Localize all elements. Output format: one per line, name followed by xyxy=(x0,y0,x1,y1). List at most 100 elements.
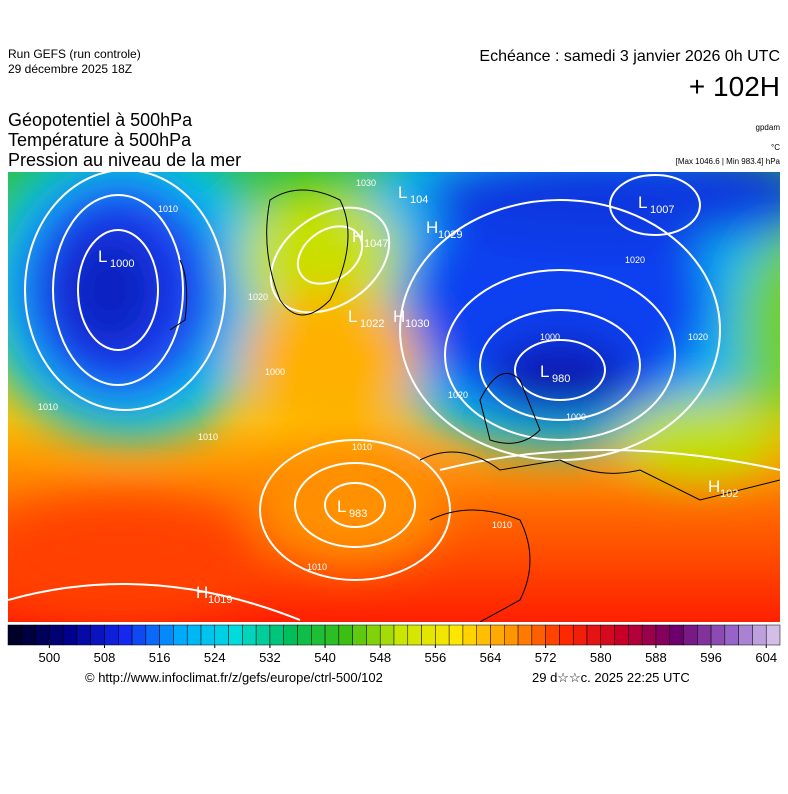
colorbar-cell xyxy=(669,624,684,646)
colorbar-label: 524 xyxy=(204,650,226,665)
colorbar-cell xyxy=(76,624,91,646)
isobar-label: 1010 xyxy=(198,432,218,442)
colorbar-cell xyxy=(255,624,271,646)
center-value: 983 xyxy=(349,508,367,520)
center-kind: L xyxy=(337,497,346,516)
colorbar-cell xyxy=(724,624,739,646)
colorbar-cell xyxy=(145,624,160,646)
center-value: 1022 xyxy=(360,318,384,330)
colorbar-cell xyxy=(476,624,491,646)
colorbar-cell xyxy=(297,624,312,646)
colorbar-cell xyxy=(173,624,188,646)
unit: °C xyxy=(771,143,780,152)
colorbar-cell xyxy=(186,624,202,646)
isobar-label: 1010 xyxy=(158,204,178,214)
unit: gpdam xyxy=(756,123,781,132)
colorbar-cell xyxy=(35,624,50,646)
colorbar-label: 516 xyxy=(149,650,171,665)
echeance: Echéance : samedi 3 janvier 2026 0h UTC xyxy=(479,48,780,65)
colorbar-cell xyxy=(490,624,505,646)
center-value: 102 xyxy=(720,488,738,500)
run: Run GEFS (run controle) xyxy=(8,47,141,61)
title: Géopotentiel à 500hPa xyxy=(8,110,193,130)
isobar-label: 1020 xyxy=(448,390,468,400)
colorbar-cell xyxy=(49,624,64,646)
colorbar-cell xyxy=(752,624,767,646)
colorbar-cell xyxy=(765,624,781,646)
colorbar-cell xyxy=(131,624,147,646)
colorbar-label: 556 xyxy=(425,650,447,665)
colorbar-cell xyxy=(421,624,436,646)
colorbar-cell xyxy=(641,624,657,646)
colorbar-cell xyxy=(572,624,588,646)
isobar-label: 1010 xyxy=(492,520,512,530)
colorbar-cell xyxy=(504,624,519,646)
center-value: 1007 xyxy=(650,204,674,216)
colorbar-cell xyxy=(379,624,395,646)
center-kind: H xyxy=(196,583,208,602)
colorbar-cell xyxy=(352,624,367,646)
colorbar-cell xyxy=(614,624,629,646)
colorbar-cell xyxy=(269,624,284,646)
title: Pression au niveau de la mer xyxy=(8,150,241,170)
unit: [Max 1046.6 | Min 983.4] hPa xyxy=(676,157,781,166)
colorbar-cell xyxy=(324,624,340,646)
colorbar-cell xyxy=(21,624,36,646)
center-kind: L xyxy=(348,307,357,326)
colorbar-label: 508 xyxy=(94,650,116,665)
colorbar-cell xyxy=(7,624,23,646)
isobar-label: 1020 xyxy=(625,255,645,265)
isobar-label: 1000 xyxy=(566,412,586,422)
run-date: 29 décembre 2025 18Z xyxy=(8,62,132,76)
center-kind: L xyxy=(98,247,107,266)
isobar-label: 1020 xyxy=(688,332,708,342)
colorbar-cell xyxy=(586,624,602,646)
colorbar-cell xyxy=(62,624,78,646)
colorbar-cell xyxy=(448,624,464,646)
isobar-label: 1010 xyxy=(307,562,327,572)
colorbar-label: 548 xyxy=(369,650,391,665)
colorbar-cell xyxy=(628,624,643,646)
center-kind: L xyxy=(398,183,407,202)
isobar-label: 1030 xyxy=(356,178,376,188)
colorbar-label: 580 xyxy=(590,650,612,665)
isobar-label: 1010 xyxy=(38,402,58,412)
center-kind: H xyxy=(393,307,405,326)
colorbar-cell xyxy=(710,624,726,646)
title: Température à 500hPa xyxy=(8,130,192,150)
colorbar-cell xyxy=(311,624,326,646)
colorbar-cell xyxy=(283,624,298,646)
colorbar-cell xyxy=(600,624,615,646)
colorbar-label: 596 xyxy=(700,650,722,665)
colorbar-label: 532 xyxy=(259,650,281,665)
footer-date: 29 d☆☆c. 2025 22:25 UTC xyxy=(532,670,690,685)
colorbar-cell xyxy=(531,624,546,646)
center-value: 1030 xyxy=(405,318,429,330)
colorbar-label: 588 xyxy=(645,650,667,665)
colorbar-cell xyxy=(90,624,105,646)
center-value: 1029 xyxy=(438,229,462,241)
colorbar-label: 500 xyxy=(39,650,61,665)
colorbar-cell xyxy=(242,624,257,646)
colorbar-cell xyxy=(738,624,753,646)
colorbar-cell xyxy=(104,624,119,646)
footer-url: © http://www.infoclimat.fr/z/gefs/europe… xyxy=(85,670,383,685)
colorbar-cell xyxy=(462,624,477,646)
colorbar-cell xyxy=(559,624,574,646)
center-value: 1019 xyxy=(208,594,232,606)
center-value: 1000 xyxy=(110,258,134,270)
colorbar-cell xyxy=(545,624,560,646)
colorbar-cell xyxy=(517,624,533,646)
colorbar-cell xyxy=(366,624,381,646)
colorbar-label: 572 xyxy=(535,650,557,665)
colorbar-cell xyxy=(683,624,698,646)
colorbar-label: 604 xyxy=(755,650,777,665)
isobar-label: 1000 xyxy=(540,332,560,342)
center-kind: L xyxy=(540,362,549,381)
colorbar-cell xyxy=(655,624,670,646)
isobar-label: 1000 xyxy=(265,367,285,377)
center-value: 980 xyxy=(552,373,570,385)
colorbar-cell xyxy=(393,624,409,646)
colorbar-label: 564 xyxy=(480,650,502,665)
